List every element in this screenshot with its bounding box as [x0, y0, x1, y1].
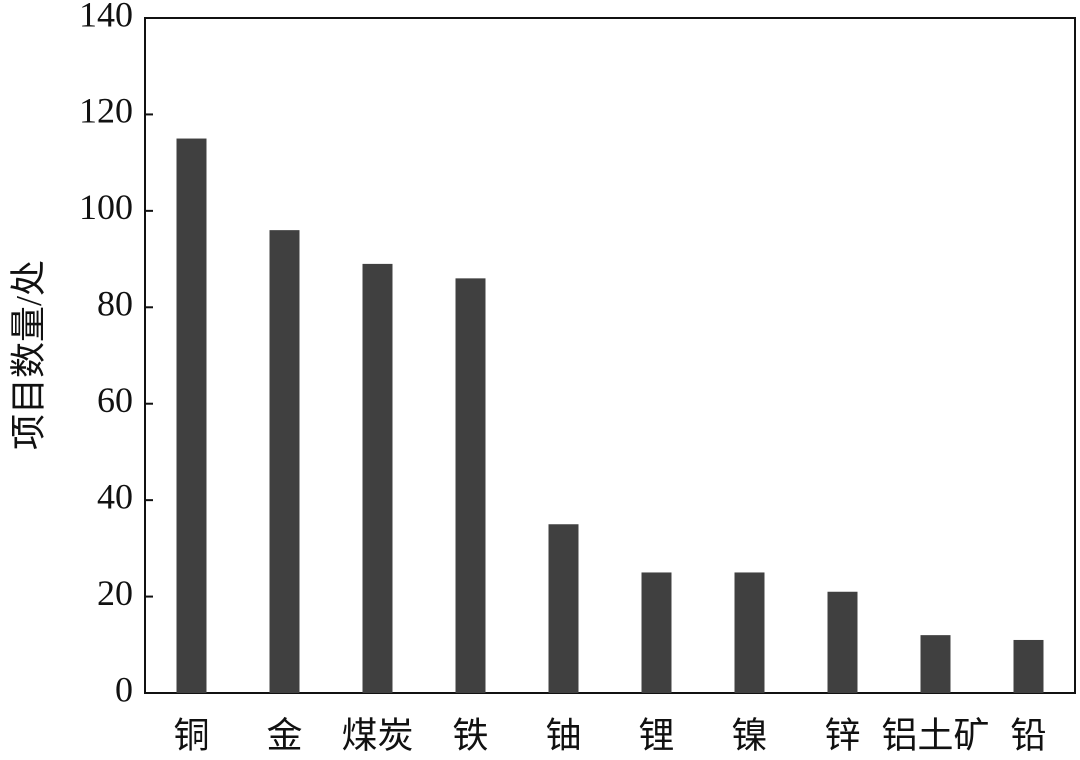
bar: [455, 278, 486, 693]
x-tick-label: 铁: [452, 715, 488, 755]
x-tick-label: 铀: [545, 715, 581, 755]
bar: [641, 572, 672, 693]
bar: [827, 591, 858, 693]
y-tick-label: 100: [79, 187, 133, 227]
y-tick-label: 40: [97, 476, 133, 516]
bar: [269, 230, 300, 693]
plot-frame: [144, 17, 1076, 694]
x-tick-label: 铝土矿: [881, 715, 989, 755]
bar: [734, 572, 765, 693]
bar: [1013, 639, 1044, 693]
bar: [176, 138, 207, 694]
x-tick-label: 锂: [638, 715, 674, 755]
y-tick-label: 80: [97, 284, 133, 324]
y-tick-label: 20: [97, 573, 133, 613]
x-tick-label: 煤炭: [341, 715, 413, 755]
y-axis-label: 项目数量/处: [8, 260, 48, 450]
bar: [920, 635, 951, 693]
x-tick-label: 金: [266, 715, 302, 755]
x-tick-label: 铜: [173, 715, 209, 755]
y-tick-label: 140: [79, 0, 133, 34]
y-tick-label: 120: [79, 91, 133, 131]
bar: [548, 524, 579, 693]
bar: [362, 263, 393, 693]
y-tick-label: 0: [115, 669, 133, 709]
x-tick-label: 锌: [824, 715, 860, 755]
y-tick-label: 60: [97, 380, 133, 420]
x-tick-label: 铅: [1010, 715, 1046, 755]
x-tick-label: 镍: [731, 715, 767, 755]
